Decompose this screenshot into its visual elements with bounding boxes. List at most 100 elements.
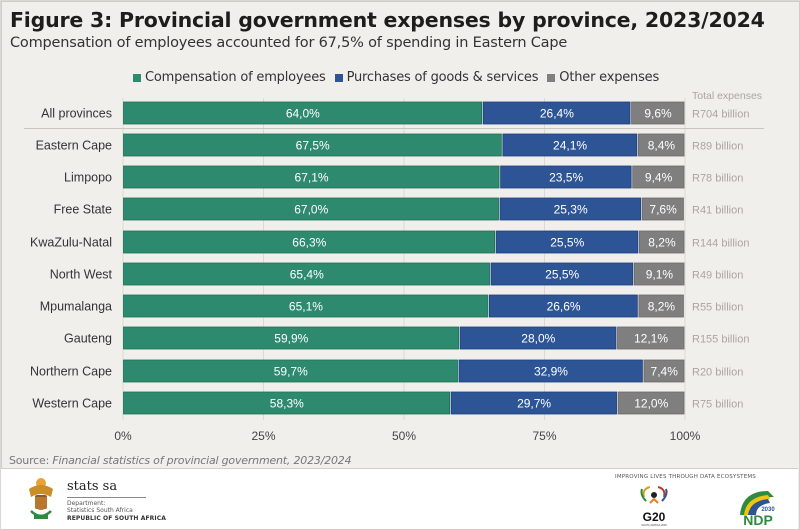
country-name: REPUBLIC OF SOUTH AFRICA	[67, 515, 166, 522]
category-label-gauteng: Gauteng	[64, 332, 112, 346]
bar-purchases-of-goods-services-all-provinces	[482, 101, 631, 125]
data-label-other-expenses-gauteng: 12,1%	[634, 332, 668, 346]
data-label-other-expenses-free-state: 7,6%	[649, 203, 677, 217]
bar-compensation-of-employees-northern-cape	[123, 359, 458, 383]
data-label-compensation-of-employees-mpumalanga: 65,1%	[289, 300, 323, 314]
bar-compensation-of-employees-free-state	[123, 197, 499, 221]
bar-compensation-of-employees-north-west	[123, 262, 490, 286]
category-label-western-cape: Western Cape	[32, 397, 112, 411]
bar-compensation-of-employees-all-provinces	[123, 101, 483, 125]
bar-other-expenses-free-state	[641, 197, 684, 221]
data-label-purchases-of-goods-services-gauteng: 28,0%	[521, 332, 555, 346]
category-label-all-provinces: All provinces	[41, 107, 112, 121]
data-label-compensation-of-employees-kwazulu-natal: 66,3%	[292, 236, 326, 250]
bar-purchases-of-goods-services-northern-cape	[458, 359, 643, 383]
category-label-north-west: North West	[50, 268, 113, 282]
data-label-purchases-of-goods-services-north-west: 25,5%	[545, 268, 579, 282]
data-label-compensation-of-employees-eastern-cape: 67,5%	[296, 139, 330, 153]
bar-purchases-of-goods-services-kwazulu-natal	[495, 230, 639, 254]
data-label-purchases-of-goods-services-eastern-cape: 24,1%	[553, 139, 587, 153]
bar-purchases-of-goods-services-north-west	[490, 262, 634, 286]
bar-compensation-of-employees-gauteng	[123, 326, 460, 350]
data-label-other-expenses-all-provinces: 9,6%	[644, 107, 672, 121]
data-label-compensation-of-employees-all-provinces: 64,0%	[286, 107, 320, 121]
category-label-mpumalanga: Mpumalanga	[40, 300, 112, 314]
total-expenses-header: Total expenses	[692, 90, 762, 102]
data-label-compensation-of-employees-northern-cape: 59,7%	[274, 365, 308, 379]
legend-label-purchases: Purchases of goods & services	[346, 70, 539, 85]
stacked-bar-chart: Total expenses All provinces 64,0% 26,4% 9,6…	[24, 90, 764, 443]
x-tick-label-100-pct: 100%	[670, 429, 701, 443]
legend-item-purchases: Purchases of goods & services	[334, 70, 539, 85]
bar-other-expenses-limpopo	[632, 165, 685, 189]
chart-title: Figure 3: Provincial government expenses…	[10, 8, 765, 32]
data-label-compensation-of-employees-north-west: 65,4%	[290, 268, 324, 282]
bar-purchases-of-goods-services-limpopo	[500, 165, 632, 189]
total-expenses-northern-cape: R20 billion	[692, 367, 743, 379]
total-expenses-eastern-cape: R89 billion	[692, 141, 743, 153]
legend-item-compensation: Compensation of employees	[133, 70, 326, 85]
legend-swatch-purchases	[334, 73, 343, 82]
g20-logo-icon: G20 SOUTH AFRICA 2025	[640, 486, 668, 527]
bar-compensation-of-employees-eastern-cape	[123, 133, 502, 157]
chart-subtitle: Compensation of employees accounted for …	[10, 35, 568, 51]
bar-other-expenses-western-cape	[617, 391, 685, 415]
bar-other-expenses-mpumalanga	[638, 294, 684, 318]
bar-purchases-of-goods-services-mpumalanga	[488, 294, 638, 318]
org-divider	[67, 497, 146, 498]
bar-other-expenses-gauteng	[617, 326, 685, 350]
bar-purchases-of-goods-services-eastern-cape	[502, 133, 638, 157]
data-label-purchases-of-goods-services-northern-cape: 32,9%	[534, 365, 568, 379]
category-label-northern-cape: Northern Cape	[30, 365, 112, 379]
dept-line2: Statistics South Africa	[67, 507, 133, 514]
bar-purchases-of-goods-services-gauteng	[459, 326, 617, 350]
bar-purchases-of-goods-services-western-cape	[450, 391, 617, 415]
data-label-compensation-of-employees-free-state: 67,0%	[294, 203, 328, 217]
bar-compensation-of-employees-western-cape	[123, 391, 451, 415]
g20-label: G20	[643, 510, 666, 524]
data-label-purchases-of-goods-services-free-state: 25,3%	[554, 203, 588, 217]
data-label-compensation-of-employees-limpopo: 67,1%	[295, 171, 329, 185]
legend: Compensation of employees Purchases of g…	[133, 70, 659, 85]
bar-other-expenses-all-provinces	[631, 101, 685, 125]
bar-compensation-of-employees-kwazulu-natal	[123, 230, 496, 254]
total-expenses-limpopo: R78 billion	[692, 173, 743, 185]
ndp-2030-logo-icon: 2030 NDP	[740, 491, 775, 527]
bar-compensation-of-employees-limpopo	[123, 165, 500, 189]
category-label-limpopo: Limpopo	[64, 171, 112, 185]
coat-of-arms-icon	[29, 478, 53, 519]
data-label-purchases-of-goods-services-all-provinces: 26,4%	[540, 107, 574, 121]
department-text: Department: Statistics South Africa	[67, 500, 133, 514]
data-label-other-expenses-kwazulu-natal: 8,2%	[648, 236, 676, 250]
legend-label-other: Other expenses	[559, 70, 660, 85]
data-label-compensation-of-employees-western-cape: 58,3%	[270, 397, 304, 411]
source-text: Financial statistics of provincial gover…	[52, 454, 352, 467]
data-label-other-expenses-eastern-cape: 8,4%	[648, 139, 676, 153]
g20-sub: SOUTH AFRICA 2025	[641, 523, 667, 527]
bar-other-expenses-kwazulu-natal	[639, 230, 685, 254]
total-expenses-free-state: R41 billion	[692, 205, 743, 217]
total-expenses-western-cape: R75 billion	[692, 399, 743, 411]
total-expenses-kwazulu-natal: R144 billion	[692, 238, 749, 250]
bar-purchases-of-goods-services-free-state	[499, 197, 642, 221]
source-prefix: Source:	[9, 454, 53, 467]
org-name: stats sa	[67, 479, 118, 494]
source-note: Source: Financial statistics of provinci…	[9, 454, 352, 467]
bar-other-expenses-north-west	[633, 262, 685, 286]
total-expenses-all-provinces: R704 billion	[692, 109, 749, 121]
data-label-purchases-of-goods-services-limpopo: 23,5%	[549, 171, 583, 185]
footer: stats sa Department: Statistics South Af…	[1, 468, 798, 529]
x-tick-label-25-pct: 25%	[251, 429, 275, 443]
data-label-other-expenses-north-west: 9,1%	[646, 268, 674, 282]
bar-other-expenses-eastern-cape	[637, 133, 685, 157]
tagline: IMPROVING LIVES THROUGH DATA ECOSYSTEMS	[615, 474, 757, 480]
total-expenses-north-west: R49 billion	[692, 270, 743, 282]
total-expenses-gauteng: R155 billion	[692, 334, 749, 346]
legend-swatch-compensation	[133, 73, 141, 82]
data-label-other-expenses-mpumalanga: 8,2%	[648, 300, 676, 314]
x-tick-label-75-pct: 75%	[532, 429, 556, 443]
data-label-purchases-of-goods-services-kwazulu-natal: 25,5%	[550, 236, 584, 250]
data-label-purchases-of-goods-services-mpumalanga: 26,6%	[547, 300, 581, 314]
ndp-label: NDP	[743, 512, 773, 527]
